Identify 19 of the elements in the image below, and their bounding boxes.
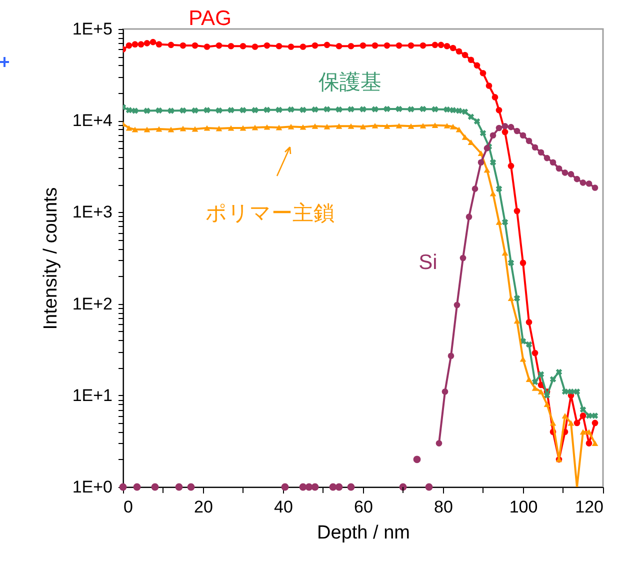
x-tick-label: 40 <box>274 498 293 516</box>
y-axis-title: Intensity / counts <box>40 187 62 330</box>
y-tick-label: 1E+5 <box>72 20 112 38</box>
text: ポリマー主鎖 <box>206 202 334 225</box>
x-tick-label: 100 <box>509 498 538 516</box>
y-tick-label: 1E+4 <box>72 111 112 130</box>
series-label: Si <box>418 251 438 274</box>
y-tick-label: 1E+2 <box>72 294 112 314</box>
x-tick-label: 0 <box>124 498 133 516</box>
x-tick-label: 120 <box>575 498 604 516</box>
y-tick-label: 1E+0 <box>72 478 112 496</box>
series-label: PAG <box>188 7 232 30</box>
x-tick-label: 20 <box>194 498 213 516</box>
y-tick-label: 1E+1 <box>72 386 112 405</box>
y-tick-label: 1E+3 <box>72 202 112 222</box>
x-tick-label: 80 <box>434 498 453 516</box>
x-axis-title: Depth / nm <box>317 522 410 544</box>
x-tick-label: 60 <box>354 498 373 516</box>
series-label: 保護基 <box>318 71 382 94</box>
